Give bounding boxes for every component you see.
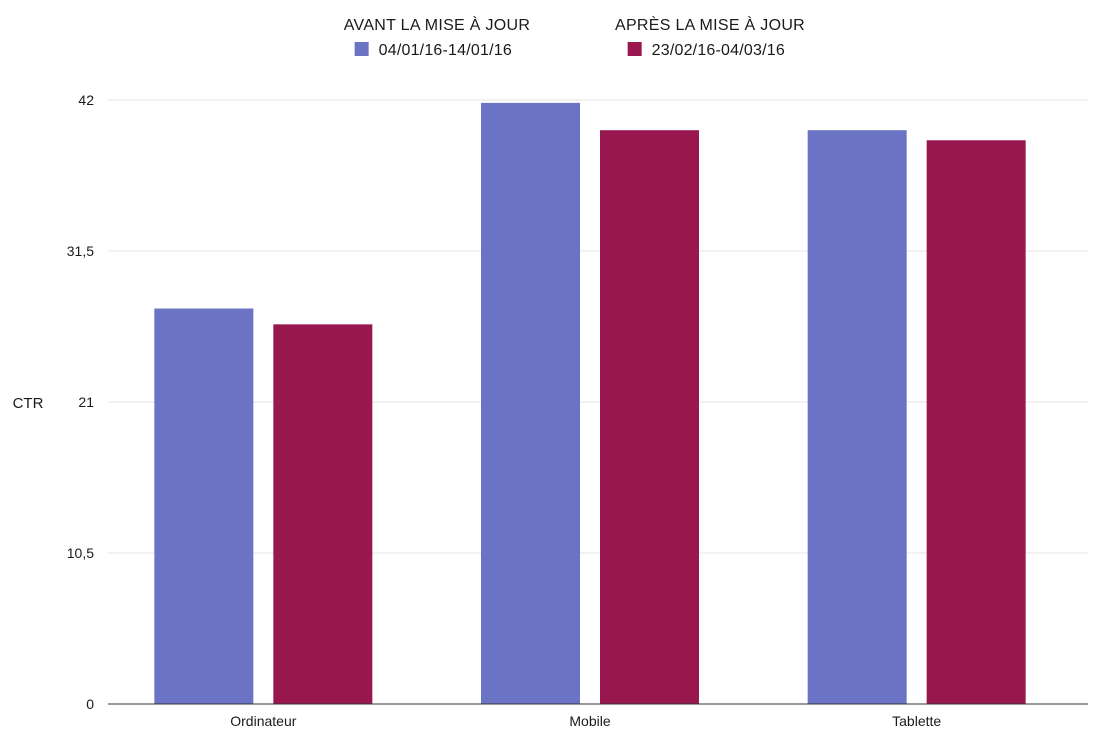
- x-tick-label: Mobile: [569, 713, 610, 729]
- bar-tablette-series-2: [926, 140, 1026, 704]
- bars: [154, 102, 1026, 704]
- x-tick-label: Tablette: [892, 713, 941, 729]
- legend: AVANT LA MISE À JOUR 04/01/16-14/01/16 APR…: [344, 15, 805, 59]
- bar-mobile-series-2: [600, 130, 699, 704]
- y-tick-label: 21: [78, 394, 94, 410]
- y-tick-label: 31,5: [67, 243, 94, 259]
- legend-title: AVANT LA MISE À JOUR: [344, 15, 531, 34]
- legend-swatch: [354, 42, 369, 56]
- legend-title: APRÈS LA MISE À JOUR: [615, 15, 805, 34]
- y-tick-label: 42: [78, 92, 94, 108]
- y-tick-label: 0: [86, 696, 94, 712]
- legend-swatch: [627, 42, 642, 56]
- bar-ordinateur-series-2: [273, 324, 373, 704]
- bar-tablette-series-1: [807, 130, 907, 704]
- gridlines: [108, 99, 1088, 554]
- bar-mobile-series-1: [481, 102, 580, 704]
- x-tick-label: Ordinateur: [230, 713, 296, 729]
- y-tick-label: 10,5: [67, 545, 94, 561]
- legend-label: 23/02/16-04/03/16: [652, 42, 785, 59]
- y-axis: CTR 0 10,5 21 31,5 42: [13, 92, 95, 712]
- legend-label: 04/01/16-14/01/16: [379, 42, 512, 59]
- bar-ordinateur-series-1: [154, 308, 254, 704]
- y-axis-label: CTR: [13, 395, 44, 412]
- x-axis: Ordinateur Mobile Tablette: [108, 703, 1088, 729]
